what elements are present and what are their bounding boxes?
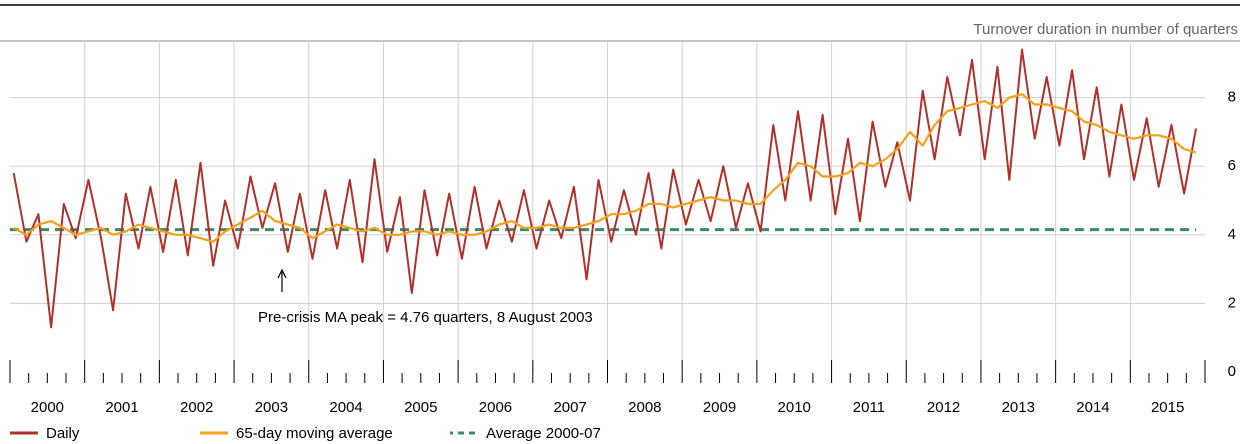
- x-tick-label: 2015: [1151, 399, 1184, 416]
- x-tick-label: 2004: [329, 399, 362, 416]
- x-tick-label: 2014: [1076, 399, 1109, 416]
- series-line: [13, 93, 1197, 243]
- legend-label: 65-day moving average: [236, 425, 393, 442]
- y-tick-label: 0: [1228, 363, 1236, 380]
- x-tick-label: 2005: [404, 399, 437, 416]
- y-tick-label: 2: [1228, 294, 1236, 311]
- x-tick-label: 2007: [553, 399, 586, 416]
- x-tick-label: 2010: [778, 399, 811, 416]
- y-tick-label: 6: [1228, 157, 1236, 174]
- x-tick-label: 2000: [31, 399, 64, 416]
- annotation-arrow-head: [277, 268, 287, 279]
- annotation: Pre-crisis MA peak = 4.76 quarters, 8 Au…: [258, 309, 593, 326]
- x-tick-label: 2003: [255, 399, 288, 416]
- x-tick-label: 2001: [105, 399, 138, 416]
- y-tick-label: 8: [1228, 89, 1236, 106]
- series-line: [12, 48, 1197, 329]
- x-tick-label: 2012: [927, 399, 960, 416]
- x-tick-label: 2002: [180, 399, 213, 416]
- y-tick-label: 4: [1228, 226, 1236, 243]
- x-tick-label: 2008: [628, 399, 661, 416]
- x-tick-label: 2011: [853, 399, 885, 416]
- x-tick-label: 2013: [1002, 399, 1035, 416]
- legend-label: Average 2000-07: [486, 425, 601, 442]
- legend-label: Daily: [46, 425, 80, 442]
- x-tick-label: 2009: [703, 399, 736, 416]
- subtitle: Turnover duration in number of quarters: [973, 21, 1238, 38]
- x-tick-label: 2006: [479, 399, 512, 416]
